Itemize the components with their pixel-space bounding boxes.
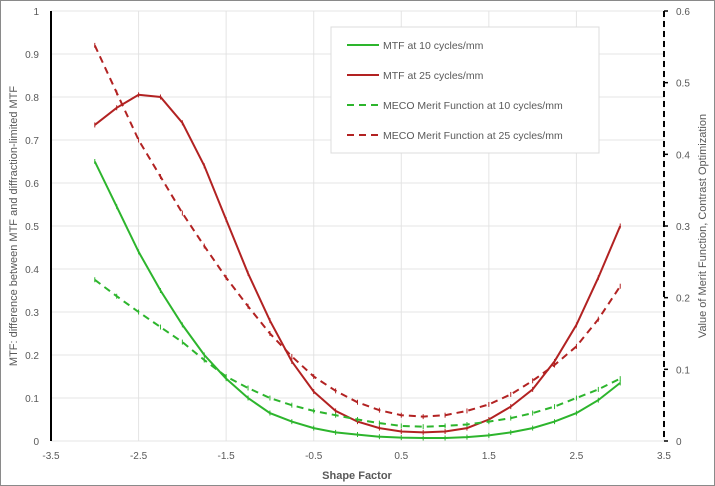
y2-tick-label: 0.4	[676, 150, 690, 161]
y-tick-label: 0.8	[25, 93, 39, 104]
y-tick-label: 0.2	[25, 351, 39, 362]
series-line-1	[93, 161, 621, 439]
x-axis-label: Shape Factor	[322, 470, 392, 482]
y2-tick-label: 0.1	[676, 365, 690, 376]
x-tick-label: 2.5	[569, 451, 583, 462]
y2-tick-label: 0.3	[676, 222, 690, 233]
legend: MTF at 10 cycles/mm MTF at 25 cycles/mm ME…	[330, 26, 600, 154]
x-tick-label: -3.5	[42, 451, 60, 462]
legend-label-2: MTF at 25 cycles/mm	[383, 70, 484, 82]
y-tick-label: 0	[33, 437, 39, 448]
y-tick-label: 0.5	[25, 222, 39, 233]
x-tick-label: 1.5	[482, 451, 496, 462]
y-tick-label: 0.1	[25, 394, 39, 405]
y-tick-label: 0.3	[25, 308, 39, 319]
y2-tick-label: 0.6	[676, 7, 690, 18]
x-tick-label: -1.5	[218, 451, 236, 462]
legend-label-3: MECO Merit Function at 10 cycles/mm	[383, 100, 563, 112]
y2-axis-label: Value of Merit Function, Contrast Optimi…	[697, 114, 709, 338]
series-group	[93, 42, 622, 441]
y-axis-label: MTF: difference between MTF and diffract…	[8, 86, 20, 366]
y2-tick-label: 0	[676, 437, 682, 448]
y2-tick-label: 0.2	[676, 294, 690, 305]
y-tick-label: 0.4	[25, 265, 39, 276]
x-tick-label: -2.5	[130, 451, 148, 462]
y2-tick-label: 0.5	[676, 79, 690, 90]
legend-label-1: MTF at 10 cycles/mm	[383, 40, 484, 52]
y-tick-label: 0.7	[25, 136, 39, 147]
x-tick-label: 3.5	[657, 451, 671, 462]
legend-box	[330, 26, 600, 154]
axes: 0 0.1 0.2 0.3 0.4 0.5 0.6 0.7 0.8 0.9 1 -3.5 -2.5 -1.…	[25, 7, 690, 462]
y-tick-label: 0.9	[25, 50, 39, 61]
x-tick-label: -0.5	[305, 451, 323, 462]
y-tick-label: 1	[33, 7, 39, 18]
x-tick-label: 0.5	[394, 451, 408, 462]
legend-label-4: MECO Merit Function at 25 cycles/mm	[383, 130, 563, 142]
y-tick-label: 0.6	[25, 179, 39, 190]
